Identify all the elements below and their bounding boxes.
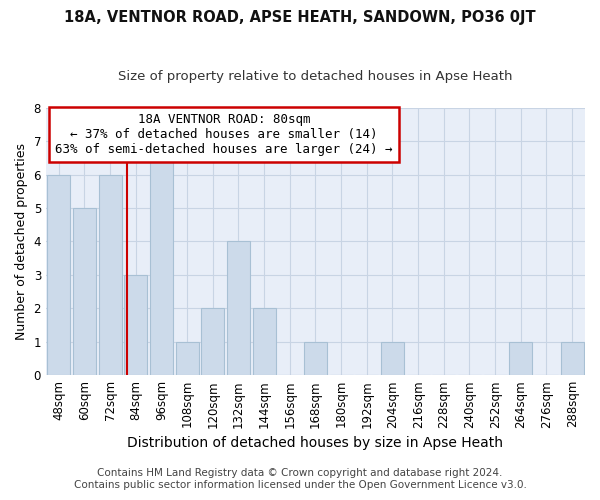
Bar <box>98 174 122 375</box>
Bar <box>253 308 275 375</box>
Bar <box>509 342 532 375</box>
X-axis label: Distribution of detached houses by size in Apse Heath: Distribution of detached houses by size … <box>127 436 503 450</box>
Bar <box>560 342 584 375</box>
Bar <box>304 342 327 375</box>
Bar <box>201 308 224 375</box>
Bar <box>124 275 148 375</box>
Y-axis label: Number of detached properties: Number of detached properties <box>15 143 28 340</box>
Bar <box>176 342 199 375</box>
Bar <box>47 174 70 375</box>
Text: 18A, VENTNOR ROAD, APSE HEATH, SANDOWN, PO36 0JT: 18A, VENTNOR ROAD, APSE HEATH, SANDOWN, … <box>64 10 536 25</box>
Bar <box>227 242 250 375</box>
Bar <box>150 141 173 375</box>
Bar <box>73 208 96 375</box>
Text: Contains HM Land Registry data © Crown copyright and database right 2024.
Contai: Contains HM Land Registry data © Crown c… <box>74 468 526 490</box>
Title: Size of property relative to detached houses in Apse Heath: Size of property relative to detached ho… <box>118 70 513 83</box>
Bar <box>381 342 404 375</box>
Text: 18A VENTNOR ROAD: 80sqm
← 37% of detached houses are smaller (14)
63% of semi-de: 18A VENTNOR ROAD: 80sqm ← 37% of detache… <box>55 113 392 156</box>
